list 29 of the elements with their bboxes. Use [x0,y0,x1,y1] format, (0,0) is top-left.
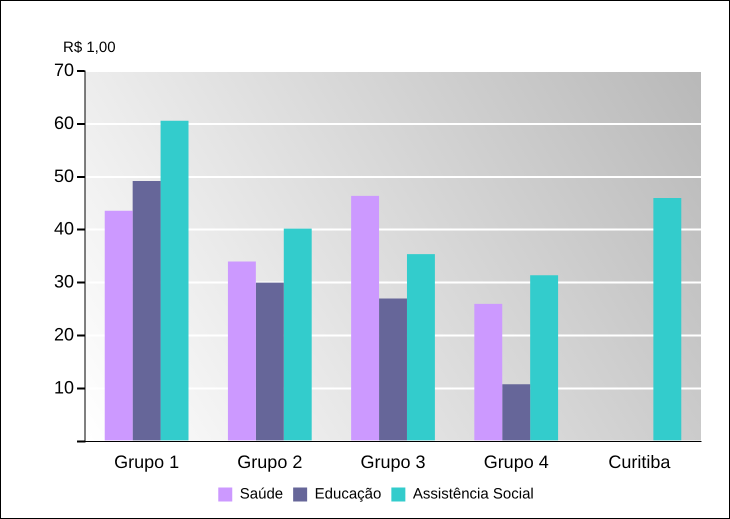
bar [132,181,161,440]
bar [104,210,133,440]
bar [379,298,407,440]
bar [653,198,682,440]
y-tick-label: 30 [54,272,74,292]
y-tick-label: 20 [54,324,74,345]
legend-label: Saúde [240,486,284,503]
x-tick-label: Grupo 2 [237,452,302,472]
x-tick-label: Grupo 4 [484,452,549,472]
y-axis-title: R$ 1,00 [63,39,116,56]
bar [160,120,189,440]
x-tick-label: Grupo 3 [360,452,426,472]
bar [530,275,558,440]
bar [284,228,312,440]
bar [406,254,435,440]
y-tick-label: 40 [54,218,74,239]
x-tick-label: Grupo 1 [114,452,180,472]
bar [502,384,530,440]
y-tick-label: 60 [54,112,74,133]
bar [256,282,284,440]
bar [351,196,380,440]
x-tick-label: Curitiba [608,452,672,472]
y-tick-label: 70 [54,60,74,80]
bar [228,261,256,440]
legend-label: Assistência Social [412,486,534,503]
legend-label: Educação [314,486,382,503]
bar [474,304,502,440]
y-tick-label: 50 [54,166,74,186]
y-tick-label: 10 [54,377,74,398]
